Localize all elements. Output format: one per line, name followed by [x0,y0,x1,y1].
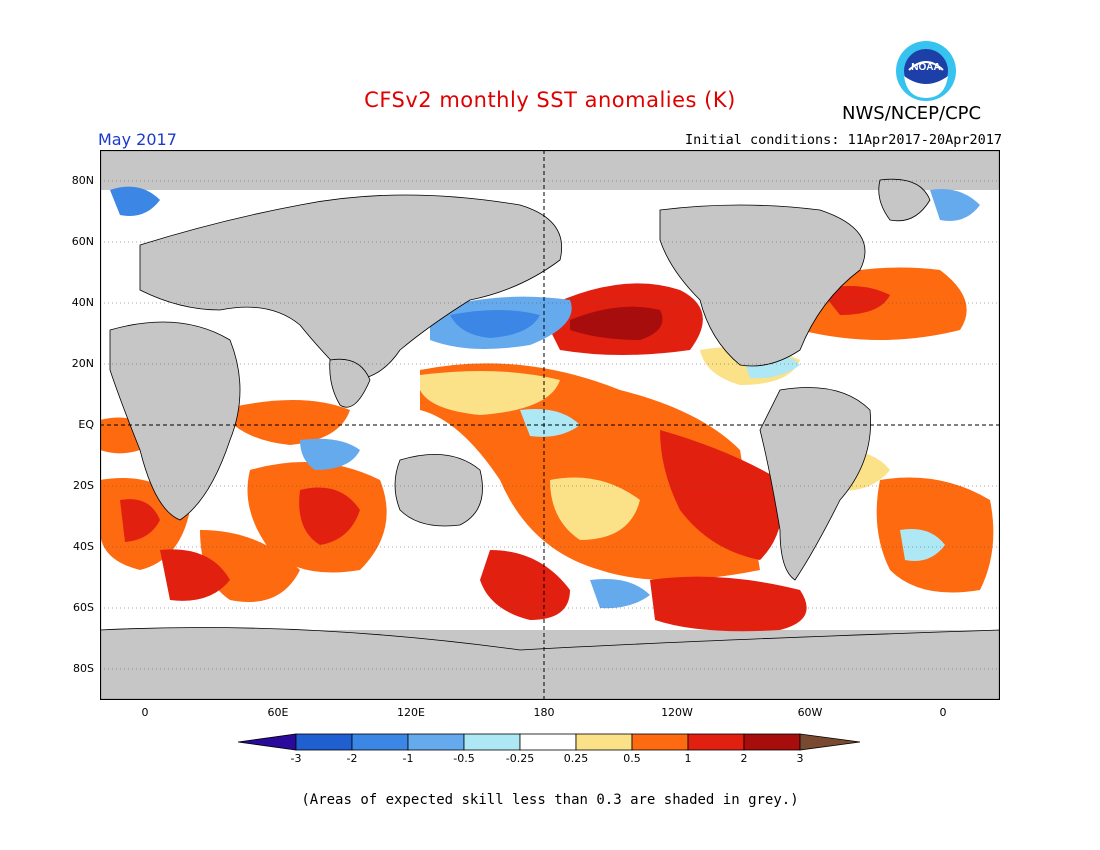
noaa-logo: NOAA [896,41,956,101]
lat-label-40s: 40S [73,540,94,553]
lon-label-120w: 120W [661,706,693,719]
colorbar-label-minus0-5: -0.5 [453,752,475,765]
colorbar-label-0-25: 0.25 [563,752,589,765]
lat-label-20s: 20S [73,479,94,492]
eurasia-landmass [139,194,562,381]
skill-footnote: (Areas of expected skill less than 0.3 a… [301,792,799,808]
colorbar-label-1: 1 [684,752,692,765]
colorbar-bin-1 [295,733,353,751]
lat-label-80n: 80N [71,174,94,187]
colorbar-bin-3 [407,733,465,751]
map-frame [100,150,1000,700]
colorbar-high-arrow [799,733,861,751]
lon-label-120e: 120E [397,706,425,719]
north-america-landmass [659,204,866,367]
colorbar-label-3: 3 [796,752,804,765]
lat-label-eq: EQ [78,418,94,431]
africa-landmass [109,321,241,521]
colorbar-label-minus1: -1 [402,752,414,765]
lat-label-60s: 60S [73,601,94,614]
continents [100,178,1000,700]
warm-anomaly-regions [100,267,994,632]
lon-label-60e: 60E [267,706,289,719]
forecast-month: May 2017 [98,130,177,149]
colorbar-bin-4 [463,733,521,751]
lat-label-60n: 60N [71,235,94,248]
lon-label-0-east: 0 [939,706,947,719]
colorbar-low-arrow [238,733,297,751]
greenland-landmass [878,178,931,222]
sst-anomaly-map [100,150,1000,700]
colorbar-label-minus0-25: -0.25 [505,752,535,765]
colorbar-label-minus3: -3 [290,752,302,765]
lat-label-80s: 80S [73,662,94,675]
antarctica-landmass [100,627,1000,700]
agency-label: NWS/NCEP/CPC [842,103,982,124]
colorbar-label-minus2: -2 [346,752,358,765]
colorbar-bin-8 [687,733,745,751]
lat-label-20n: 20N [71,357,94,370]
lat-label-40n: 40N [71,296,94,309]
south-america-landmass [759,387,871,581]
colorbar-label-0-5: 0.5 [623,752,641,765]
colorbar-label-2: 2 [740,752,748,765]
colorbar-bin-6 [575,733,633,751]
australia-landmass [394,454,483,527]
lon-label-60w: 60W [797,706,823,719]
colorbar-bin-5 [519,733,577,751]
map-title: CFSv2 monthly SST anomalies (K) [364,88,736,112]
india-landmass [329,358,371,408]
colorbar-bin-2 [351,733,409,751]
colorbar-bin-9 [743,733,801,751]
lon-label-180: 180 [533,706,555,719]
colorbar [238,733,861,751]
colorbar-bin-7 [631,733,689,751]
initial-conditions: Initial conditions: 11Apr2017-20Apr2017 [685,132,1002,148]
lon-label-0-west: 0 [141,706,149,719]
noaa-logo-text: NOAA [911,62,940,73]
